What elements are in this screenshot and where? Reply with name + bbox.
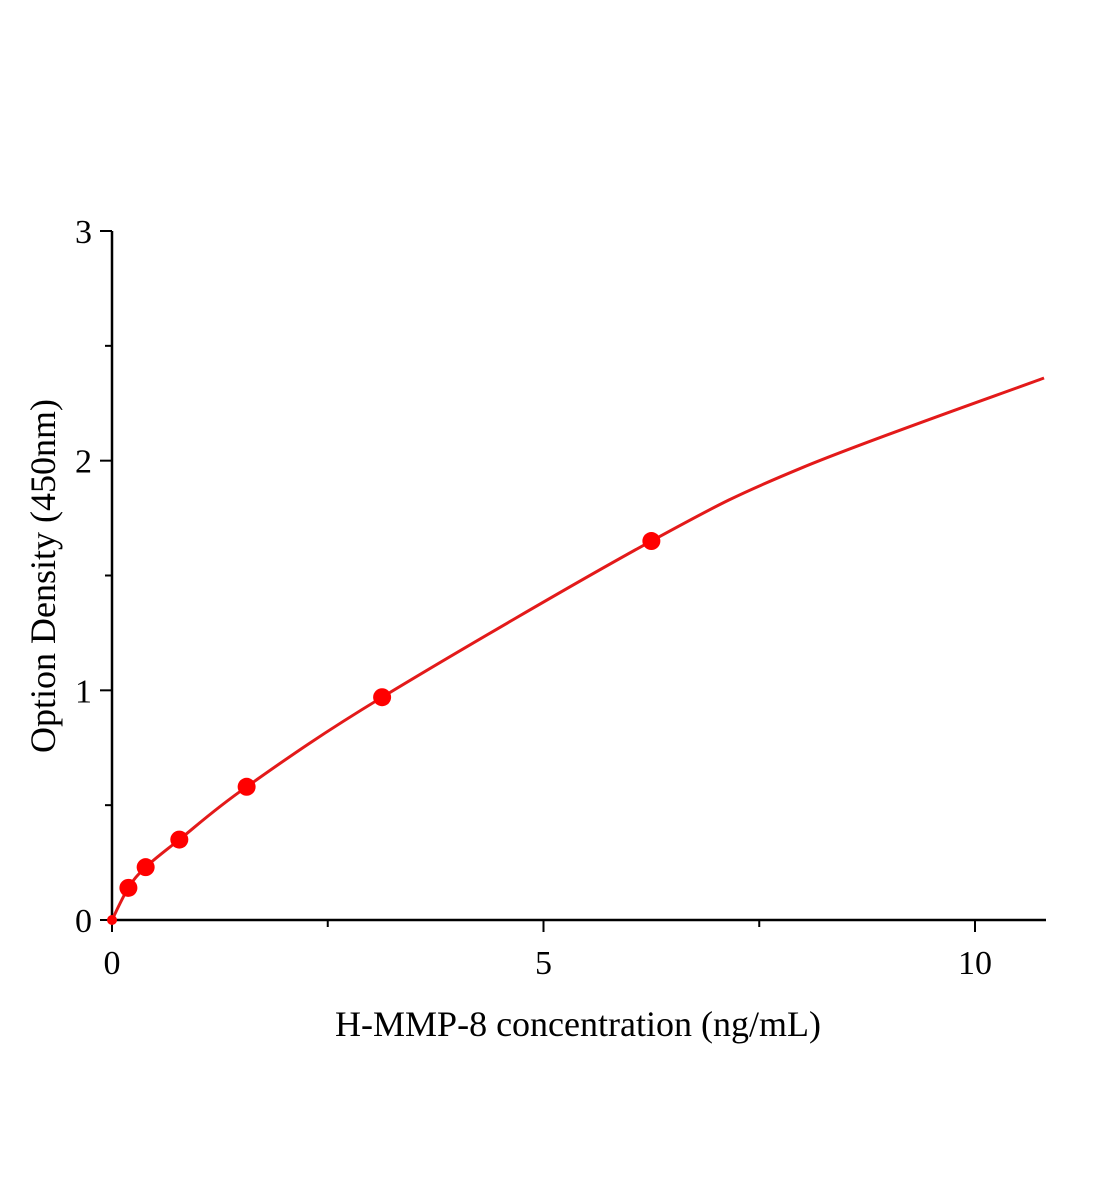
data-point bbox=[170, 830, 189, 849]
fit-curve bbox=[110, 376, 1045, 921]
x-axis-title: H-MMP-8 concentration (ng/mL) bbox=[335, 1004, 821, 1044]
data-point bbox=[237, 777, 256, 796]
data-point bbox=[107, 915, 117, 925]
y-tick-label: 2 bbox=[75, 444, 92, 481]
axes: 0 1 2 3 0 5 10 bbox=[75, 214, 1046, 982]
data-point bbox=[373, 688, 392, 707]
x-tick-label: 5 bbox=[535, 945, 552, 982]
y-tick-label: 0 bbox=[75, 903, 92, 940]
y-axis-title: Option Density (450nm) bbox=[23, 399, 63, 753]
x-tick-label: 10 bbox=[958, 945, 992, 982]
fit-curve-layer bbox=[110, 376, 1045, 921]
y-tick-label: 1 bbox=[75, 673, 92, 710]
y-tick-label: 3 bbox=[75, 214, 92, 251]
data-points-layer bbox=[107, 532, 661, 925]
x-tick-label: 0 bbox=[104, 945, 121, 982]
data-point bbox=[642, 532, 661, 551]
data-point bbox=[119, 878, 138, 897]
data-point bbox=[136, 858, 155, 877]
